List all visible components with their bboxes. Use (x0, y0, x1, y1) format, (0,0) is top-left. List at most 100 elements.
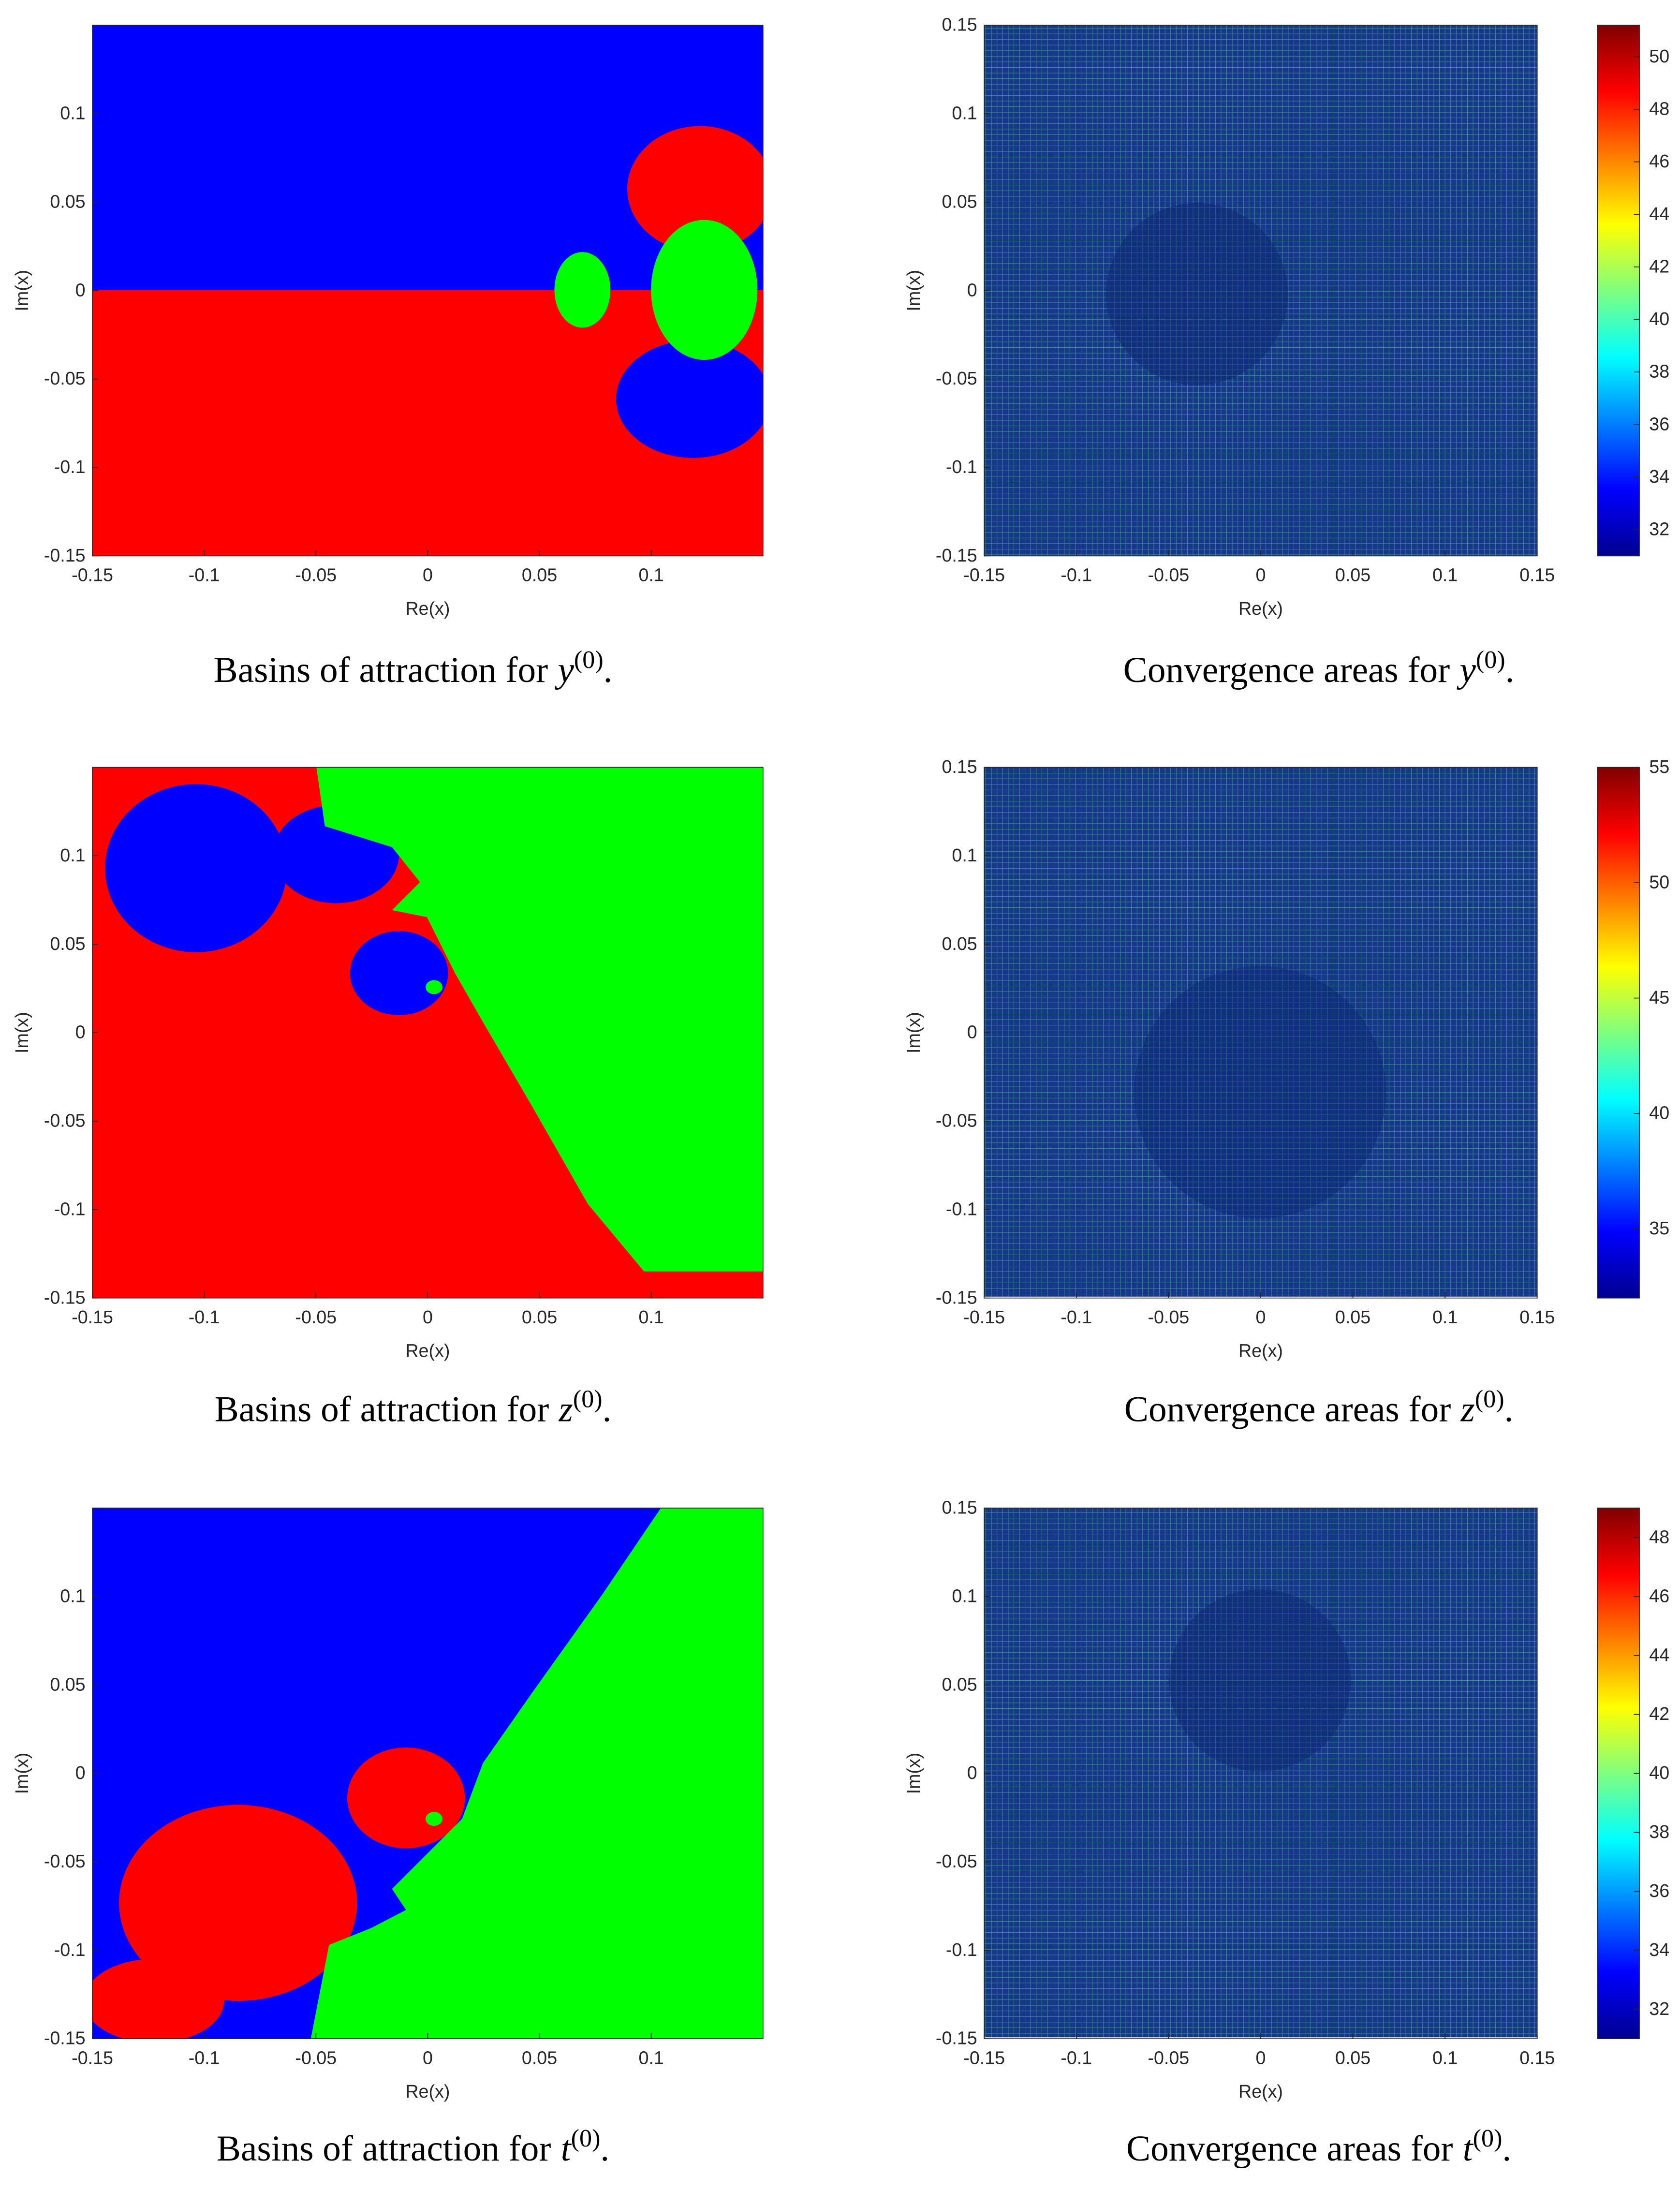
caption: Convergence areas for y(0). (1123, 646, 1515, 690)
colorbar (1597, 767, 1640, 1299)
x-tick-label: 0 (1255, 564, 1266, 585)
caption: Basins of attraction for z(0). (215, 1386, 612, 1430)
caption-variable: z (1460, 1389, 1475, 1429)
colorbar-tick-label: 40 (1649, 1103, 1669, 1123)
colorbar-tick-label: 34 (1649, 466, 1669, 487)
colorbar-tick-label: 42 (1649, 256, 1669, 276)
y-tick-label: 0.15 (942, 756, 977, 777)
y-tick-label: 0.1 (952, 845, 977, 865)
x-tick-label: -0.1 (1061, 1307, 1092, 1327)
x-axis-label: Re(x) (405, 2081, 450, 2102)
colorbar-tick-label: 34 (1649, 1939, 1669, 1960)
caption: Convergence areas for z(0). (1124, 1386, 1514, 1430)
y-tick-label: -0.1 (946, 1939, 977, 1960)
caption-superscript: (0) (1476, 646, 1505, 674)
y-tick-label: 0.05 (942, 191, 977, 211)
caption-superscript: (0) (571, 2125, 601, 2152)
y-tick-label: -0.15 (44, 2028, 86, 2048)
x-axis-label: Re(x) (1238, 2081, 1283, 2102)
x-tick-label: -0.15 (72, 1307, 113, 1327)
colorbar-tick-label: 45 (1649, 987, 1669, 1007)
x-tick-label: 0.1 (639, 1307, 664, 1327)
x-tick-label: -0.05 (295, 2047, 337, 2068)
y-tick-label: 0 (75, 280, 86, 300)
x-tick-label: 0.05 (1335, 2047, 1371, 2068)
x-tick-label: 0.05 (1335, 564, 1371, 585)
y-tick-label: 0 (967, 280, 977, 300)
caption-text: Convergence areas for (1126, 2129, 1453, 2169)
y-tick-label: 0.05 (942, 933, 977, 954)
y-tick-label: 0.1 (952, 1585, 977, 1606)
caption-suffix: . (1505, 650, 1515, 690)
x-tick-label: 0.1 (639, 564, 664, 585)
y-tick-label: 0.15 (942, 1497, 977, 1518)
x-tick-label: -0.1 (189, 1307, 220, 1327)
y-tick-label: 0.1 (60, 1585, 85, 1606)
colorbar-tick-label: 36 (1649, 414, 1669, 434)
y-tick-label: -0.15 (936, 1287, 977, 1307)
y-tick-label: 0.1 (60, 103, 85, 123)
caption-suffix: . (603, 1389, 612, 1429)
x-tick-label: 0.1 (1432, 564, 1458, 585)
x-tick-label: 0.1 (1432, 2047, 1458, 2068)
y-axis-label: Im(x) (903, 270, 924, 311)
caption-superscript: (0) (1473, 2125, 1503, 2152)
x-tick-label: 0 (1255, 1307, 1266, 1327)
colorbar-tick-label: 40 (1649, 1762, 1669, 1783)
colorbar-tick-label: 44 (1649, 204, 1669, 224)
caption-suffix: . (600, 2129, 609, 2169)
y-tick-label: -0.15 (44, 545, 86, 565)
x-tick-label: -0.05 (295, 1307, 337, 1327)
x-tick-label: 0.05 (522, 564, 557, 585)
colorbar-tick-label: 44 (1649, 1644, 1669, 1665)
caption-text: Convergence areas for (1123, 650, 1450, 690)
x-tick-label: 0.15 (1519, 2047, 1555, 2068)
y-tick-label: -0.1 (54, 1939, 86, 1960)
x-axis-label: Re(x) (1238, 1340, 1283, 1361)
caption-text: Convergence areas for (1124, 1389, 1451, 1429)
colorbar (1597, 25, 1640, 557)
x-tick-label: 0.1 (1432, 1307, 1458, 1327)
x-tick-label: -0.1 (189, 564, 220, 585)
colorbar-tick-label: 36 (1649, 1880, 1669, 1901)
colorbar (1597, 1508, 1640, 2040)
y-tick-label: 0.05 (50, 933, 85, 954)
colorbar-tick-label: 38 (1649, 361, 1669, 382)
x-tick-label: 0.05 (522, 1307, 557, 1327)
x-tick-label: 0 (1255, 2047, 1266, 2068)
x-tick-label: -0.15 (72, 564, 113, 585)
colorbar-tick-label: 40 (1649, 309, 1669, 329)
colorbar-tick-label: 42 (1649, 1703, 1669, 1724)
y-axis-label: Im(x) (903, 1753, 924, 1794)
x-axis-label: Re(x) (1238, 598, 1283, 619)
x-tick-label: 0 (423, 2047, 433, 2068)
y-tick-label: 0.1 (60, 845, 85, 865)
colorbar-tick-label: 32 (1649, 519, 1669, 539)
x-tick-label: -0.1 (1061, 2047, 1092, 2068)
caption-variable: y (555, 650, 575, 690)
y-tick-label: -0.05 (44, 1110, 86, 1131)
caption-variable: y (1456, 650, 1476, 690)
y-axis-label: Im(x) (12, 1012, 32, 1053)
caption-text: Basins of attraction for (215, 1389, 549, 1429)
caption: Basins of attraction for t(0). (217, 2125, 609, 2169)
caption-text: Basins of attraction for (214, 650, 548, 690)
x-tick-label: -0.05 (1148, 1307, 1189, 1327)
y-tick-label: 0.05 (942, 1674, 977, 1694)
y-tick-label: 0 (75, 1762, 86, 1783)
x-tick-label: 0 (423, 564, 433, 585)
y-tick-label: -0.1 (946, 1199, 977, 1219)
colorbar-tick-label: 38 (1649, 1821, 1669, 1842)
x-tick-label: -0.1 (1061, 564, 1092, 585)
caption-suffix: . (1502, 2129, 1511, 2169)
x-tick-label: 0 (423, 1307, 433, 1327)
x-tick-label: -0.15 (963, 2047, 1005, 2068)
x-tick-label: -0.05 (1148, 2047, 1189, 2068)
y-tick-label: -0.05 (936, 1110, 977, 1131)
y-tick-label: 0.1 (952, 103, 977, 123)
y-tick-label: -0.05 (44, 1851, 86, 1871)
x-tick-label: -0.05 (295, 564, 337, 585)
y-tick-label: -0.1 (54, 1199, 86, 1219)
